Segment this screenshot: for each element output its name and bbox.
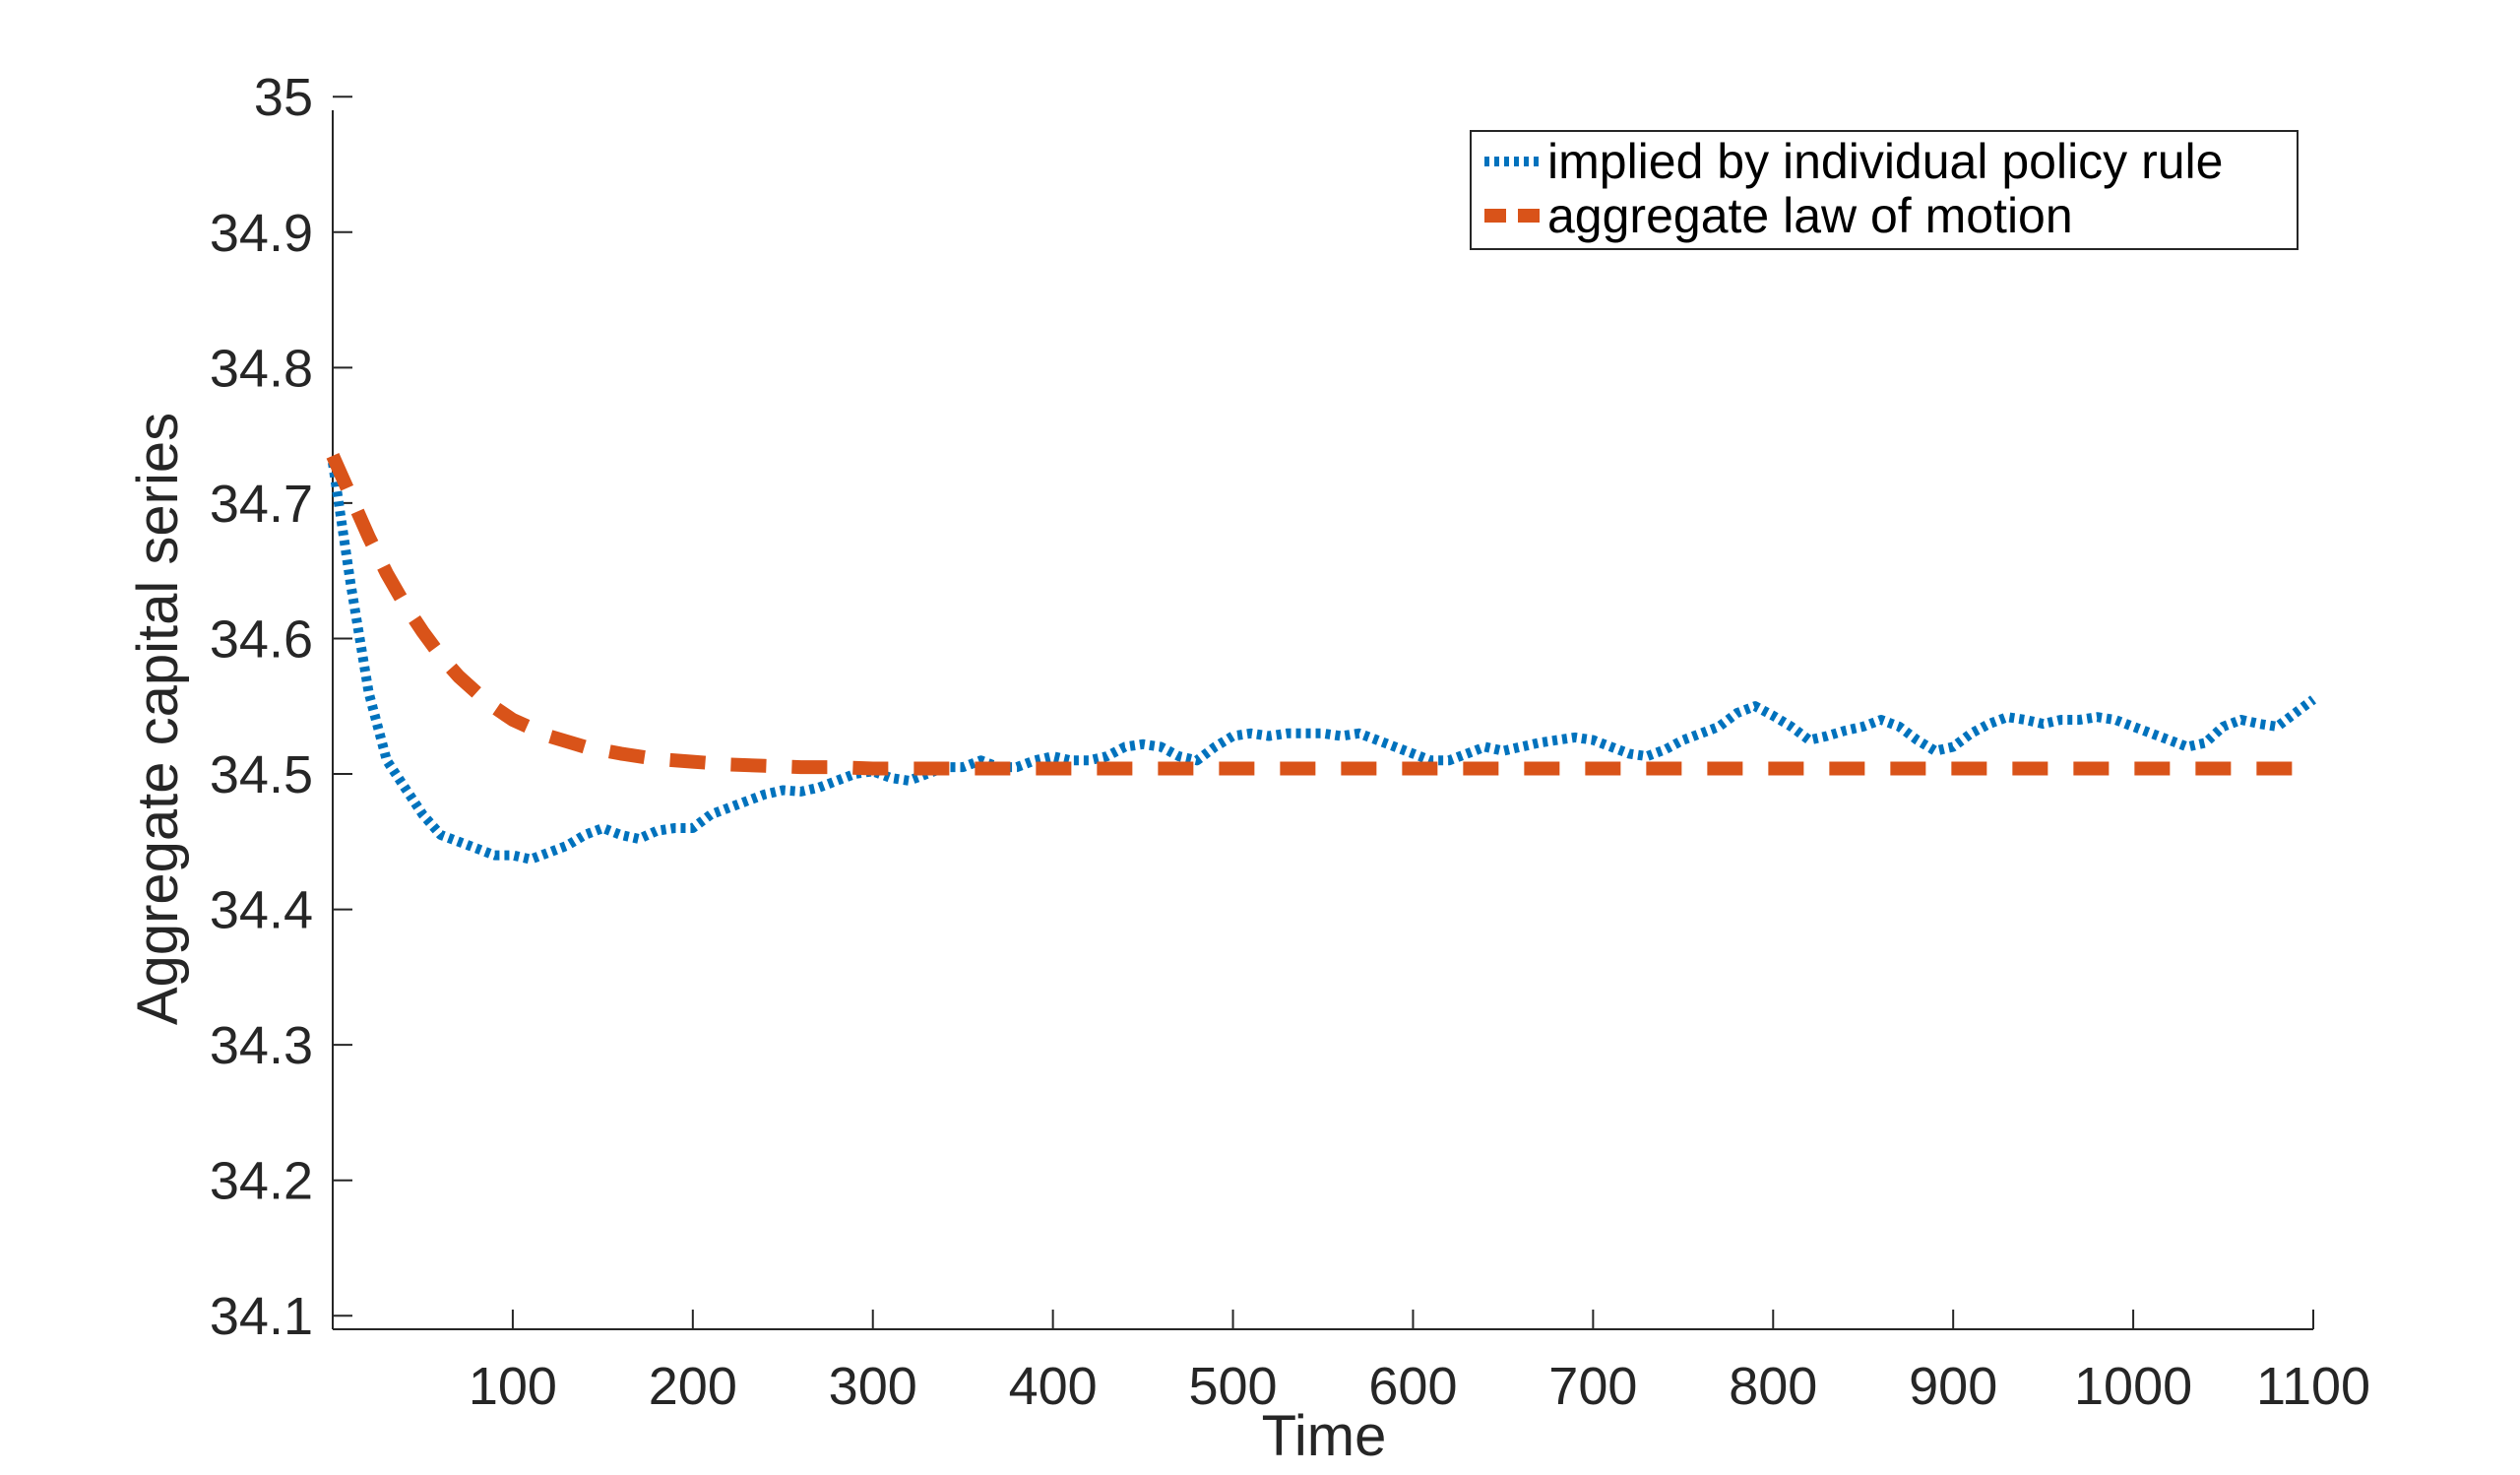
x-tick-label: 200 — [649, 1357, 737, 1416]
legend-box — [1470, 130, 2299, 250]
series-line-policy-rule — [328, 461, 2316, 865]
x-tick-label: 1100 — [2256, 1357, 2370, 1416]
y-tick-label: 34.9 — [210, 204, 313, 263]
legend: implied by individual policy rule aggreg… — [1470, 130, 2299, 250]
series-group — [326, 452, 2316, 865]
x-tick-label: 500 — [1188, 1357, 1277, 1416]
y-tick-label: 34.3 — [210, 1016, 313, 1075]
x-tick-label: 100 — [469, 1357, 557, 1416]
x-tick-label: 400 — [1009, 1357, 1098, 1416]
x-tick-label: 900 — [1909, 1357, 1997, 1416]
y-tick-label: 34.1 — [210, 1287, 313, 1346]
x-tick-label: 600 — [1368, 1357, 1457, 1416]
axes — [332, 110, 2313, 1330]
y-tick-label: 34.6 — [210, 609, 313, 669]
series-line-law-of-motion — [326, 452, 2313, 776]
x-tick-label: 300 — [829, 1357, 917, 1416]
x-axis-label: Time — [1262, 1404, 1387, 1468]
y-tick-label: 34.8 — [210, 339, 313, 398]
y-tick-label: 34.4 — [210, 881, 313, 940]
legend-label-law-of-motion: aggregate law of motion — [1547, 188, 2073, 243]
y-tick-label: 34.2 — [210, 1152, 313, 1211]
x-tick-label: 800 — [1729, 1357, 1817, 1416]
y-tick-label: 34.7 — [210, 475, 313, 534]
legend-label-policy-rule: implied by individual policy rule — [1547, 134, 2223, 189]
y-tick-label: 35 — [254, 68, 313, 127]
x-tick-label: 1000 — [2074, 1357, 2192, 1416]
x-tick-label: 700 — [1548, 1357, 1637, 1416]
x-ticks: 100 200 300 400 500 600 700 800 900 1000 1100 — [469, 1310, 2370, 1416]
y-ticks: 34.1 34.2 34.3 34.4 34.5 34.6 34.7 34.8 34.9 35 — [210, 68, 352, 1346]
y-axis-label: Aggregate capital series — [126, 413, 190, 1025]
y-tick-label: 34.5 — [210, 745, 313, 804]
